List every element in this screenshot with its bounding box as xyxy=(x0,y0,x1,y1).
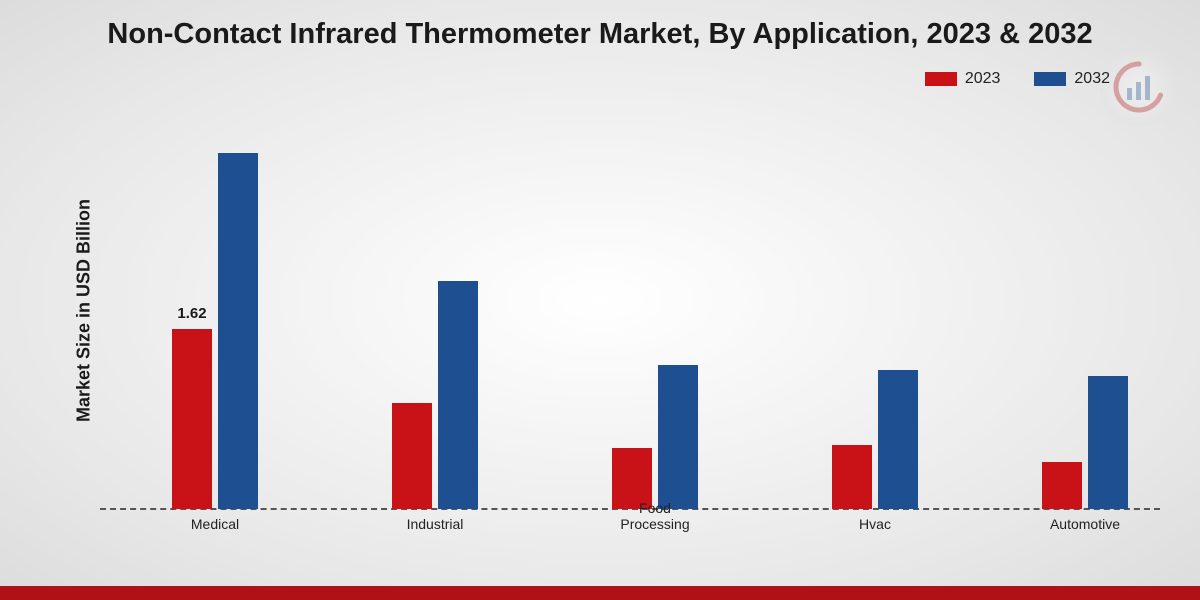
chart-legend: 2023 2032 xyxy=(925,70,1110,88)
legend-label-2032: 2032 xyxy=(1074,70,1110,88)
bar-2032 xyxy=(218,153,258,509)
category-label-line2: Processing xyxy=(580,516,730,532)
legend-item-2032: 2032 xyxy=(1034,70,1110,88)
bar-value-label: 1.62 xyxy=(177,305,206,322)
category-label: Industrial xyxy=(360,516,510,532)
bar-2032 xyxy=(878,370,918,509)
bar-2023 xyxy=(392,403,432,509)
category-label: Hvac xyxy=(800,516,950,532)
category-label: FoodProcessing xyxy=(580,500,730,532)
bar-2023 xyxy=(1042,462,1082,509)
chart-title: Non-Contact Infrared Thermometer Market,… xyxy=(0,18,1200,51)
bar-2023: 1.62 xyxy=(172,329,212,509)
bar-2023 xyxy=(832,445,872,509)
category-label: Automotive xyxy=(1010,516,1160,532)
plot-area: 1.62Medical Industrial FoodProcessing Hvac A… xyxy=(100,110,1160,510)
chart-container: Non-Contact Infrared Thermometer Market,… xyxy=(0,0,1200,600)
y-axis-label: Market Size in USD Billion xyxy=(74,161,95,461)
category-label: Medical xyxy=(140,516,290,532)
bar-2032 xyxy=(1088,376,1128,509)
bar-group: Automotive xyxy=(1010,110,1160,510)
legend-swatch-2023 xyxy=(925,72,957,86)
bar-group: FoodProcessing xyxy=(580,110,730,510)
bar-group: Hvac xyxy=(800,110,950,510)
legend-item-2023: 2023 xyxy=(925,70,1001,88)
legend-swatch-2032 xyxy=(1034,72,1066,86)
bar-2032 xyxy=(438,281,478,509)
footer-accent-bar xyxy=(0,586,1200,600)
legend-label-2023: 2023 xyxy=(965,70,1001,88)
watermark-icon xyxy=(1112,60,1166,114)
bar-2032 xyxy=(658,365,698,509)
bar-group: Industrial xyxy=(360,110,510,510)
bar-group: 1.62Medical xyxy=(140,110,290,510)
